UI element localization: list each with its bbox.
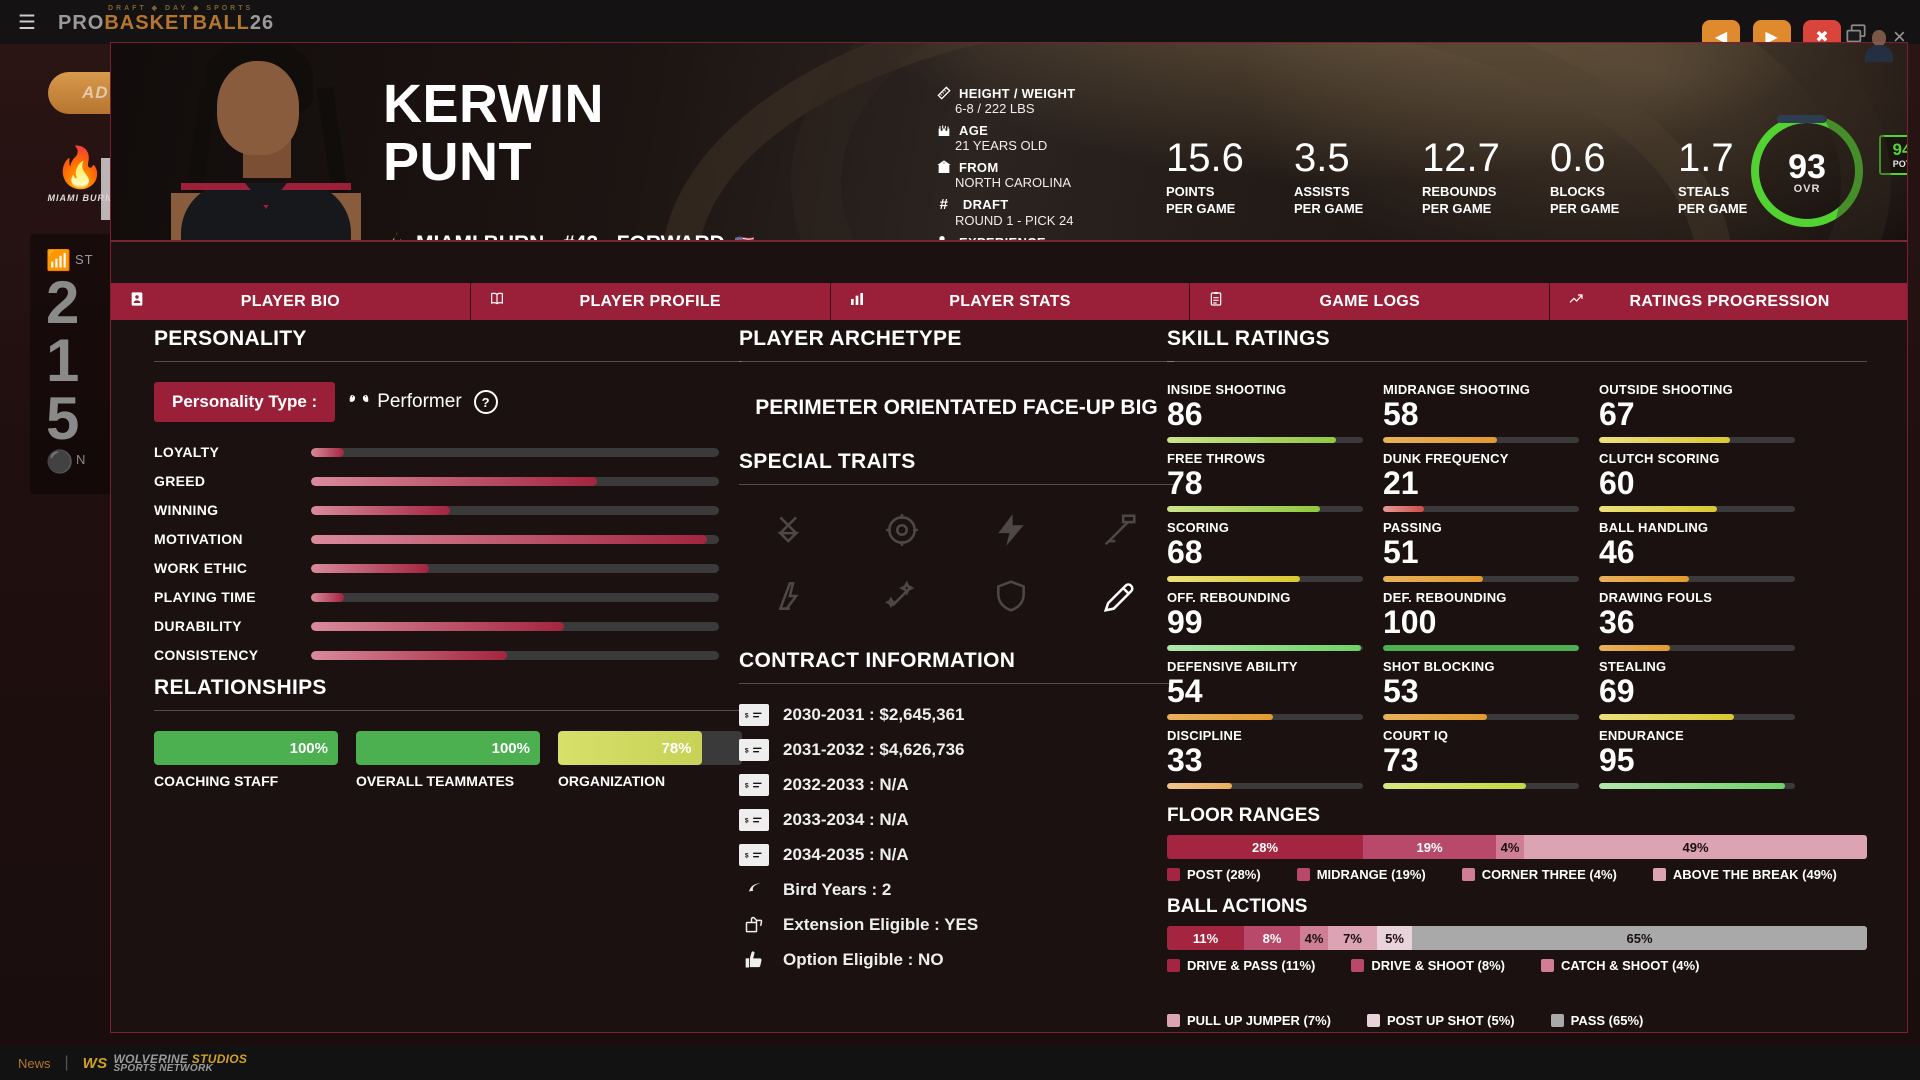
- svg-text:$: $: [745, 853, 749, 860]
- svg-text:$: $: [745, 783, 749, 790]
- svg-text:$: $: [745, 713, 749, 720]
- svg-text:$: $: [745, 818, 749, 825]
- svg-text:$: $: [745, 748, 749, 755]
